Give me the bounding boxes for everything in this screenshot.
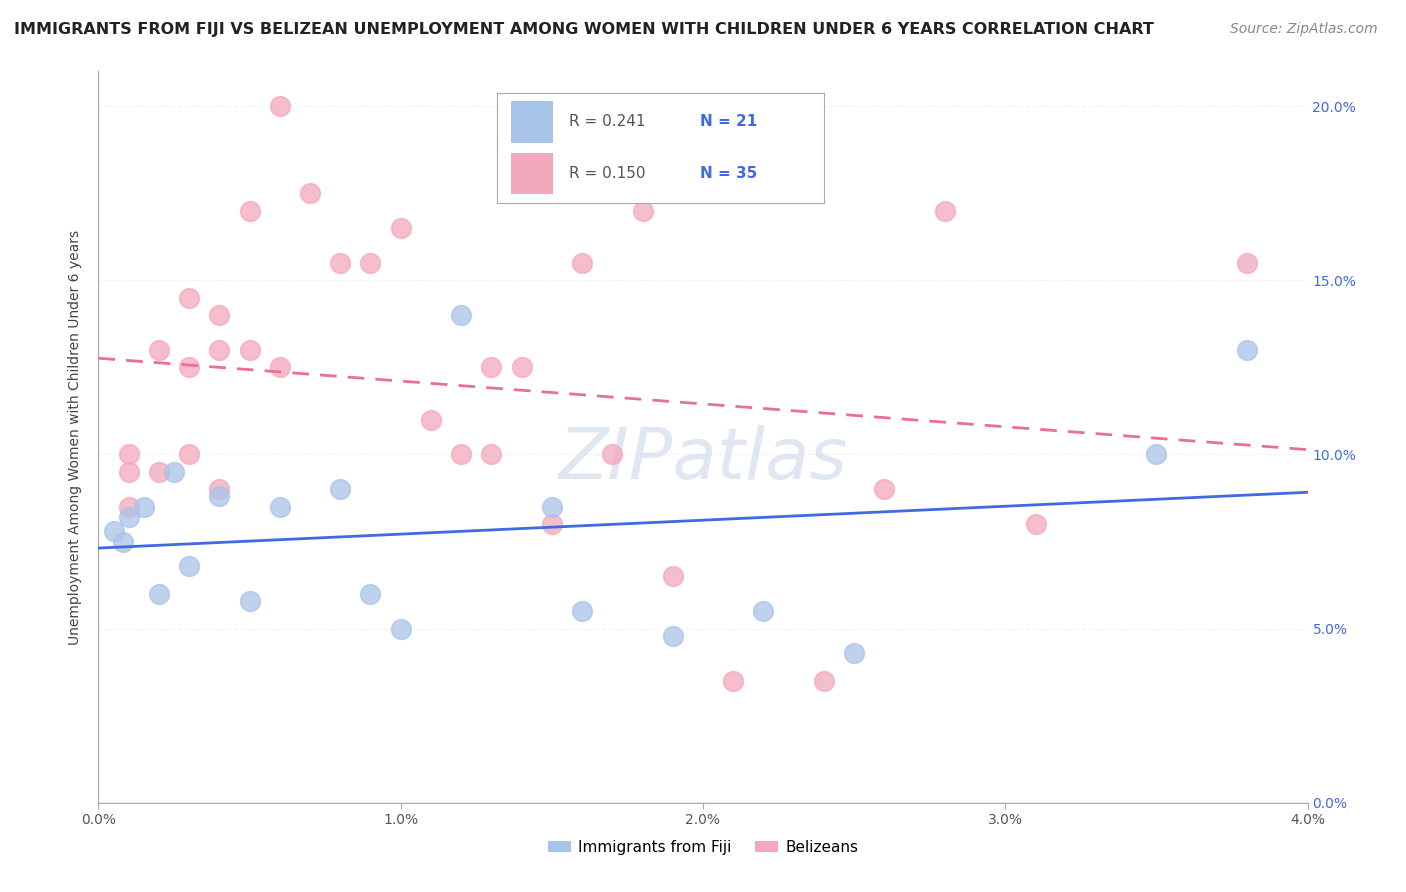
- Point: [873, 483, 896, 497]
- Point: [540, 500, 562, 514]
- Point: [1236, 256, 1258, 270]
- Y-axis label: Unemployment Among Women with Children Under 6 years: Unemployment Among Women with Children U…: [69, 229, 83, 645]
- Legend: Immigrants from Fiji, Belizeans: Immigrants from Fiji, Belizeans: [541, 834, 865, 861]
- Point: [844, 646, 866, 660]
- Point: [148, 587, 170, 601]
- Point: [208, 483, 231, 497]
- Point: [118, 500, 141, 514]
- Point: [148, 343, 170, 357]
- Point: [118, 510, 141, 524]
- Point: [239, 343, 262, 357]
- Point: [389, 221, 412, 235]
- Point: [103, 524, 125, 538]
- Point: [118, 448, 141, 462]
- Point: [602, 448, 624, 462]
- Point: [1236, 343, 1258, 357]
- Point: [239, 203, 262, 218]
- Point: [329, 256, 352, 270]
- Point: [208, 489, 231, 503]
- Point: [111, 534, 134, 549]
- Point: [299, 186, 322, 201]
- Point: [148, 465, 170, 479]
- Point: [571, 256, 593, 270]
- Point: [179, 291, 201, 305]
- Point: [239, 594, 262, 608]
- Point: [329, 483, 352, 497]
- Point: [813, 673, 835, 688]
- Point: [752, 604, 775, 618]
- Point: [481, 448, 503, 462]
- Point: [510, 360, 533, 375]
- Text: IMMIGRANTS FROM FIJI VS BELIZEAN UNEMPLOYMENT AMONG WOMEN WITH CHILDREN UNDER 6 : IMMIGRANTS FROM FIJI VS BELIZEAN UNEMPLO…: [14, 22, 1154, 37]
- Point: [481, 360, 503, 375]
- Point: [389, 622, 412, 636]
- Text: ZIPatlas: ZIPatlas: [558, 425, 848, 493]
- Point: [269, 360, 291, 375]
- Point: [631, 203, 654, 218]
- Point: [571, 604, 593, 618]
- Point: [450, 448, 472, 462]
- Point: [1025, 517, 1047, 532]
- Point: [1146, 448, 1168, 462]
- Point: [420, 412, 443, 426]
- Point: [179, 360, 201, 375]
- Point: [179, 558, 201, 573]
- Point: [269, 500, 291, 514]
- Point: [118, 465, 141, 479]
- Point: [540, 517, 562, 532]
- Text: Source: ZipAtlas.com: Source: ZipAtlas.com: [1230, 22, 1378, 37]
- Point: [208, 308, 231, 322]
- Point: [450, 308, 472, 322]
- Point: [269, 99, 291, 113]
- Point: [208, 343, 231, 357]
- Point: [723, 673, 745, 688]
- Point: [360, 256, 382, 270]
- Point: [132, 500, 155, 514]
- Point: [934, 203, 956, 218]
- Point: [179, 448, 201, 462]
- Point: [163, 465, 186, 479]
- Point: [661, 629, 683, 643]
- Point: [661, 569, 683, 583]
- Point: [360, 587, 382, 601]
